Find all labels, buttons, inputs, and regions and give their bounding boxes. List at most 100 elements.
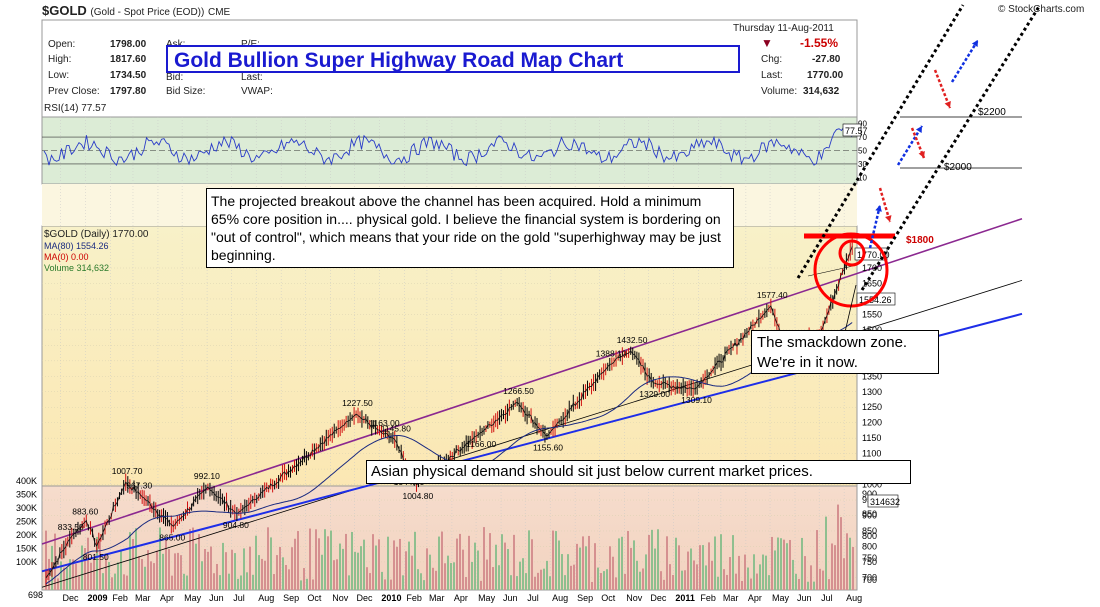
volume-bar bbox=[750, 578, 752, 590]
price-point-label: 1007.70 bbox=[112, 466, 143, 476]
volume-bar bbox=[471, 561, 473, 590]
volume-bar bbox=[468, 535, 470, 590]
volume-bar bbox=[852, 547, 854, 590]
volume-bar bbox=[522, 558, 524, 590]
volume-bar bbox=[441, 531, 443, 590]
volume-bar bbox=[774, 550, 776, 590]
volume-bar bbox=[618, 538, 620, 590]
volume-current-label: 314632 bbox=[870, 497, 900, 507]
low-label: Low: bbox=[48, 70, 70, 81]
volume-bar bbox=[357, 552, 359, 590]
price-point-label: 1388.10 bbox=[596, 348, 627, 358]
volume-tick-label: 250K bbox=[16, 517, 37, 527]
volume-bar bbox=[108, 562, 110, 590]
volume-bar bbox=[687, 551, 689, 590]
volume-bar bbox=[720, 534, 722, 590]
volume-bar bbox=[789, 539, 791, 590]
volume-bar bbox=[96, 536, 98, 590]
volume-tick-label: 350K bbox=[16, 490, 37, 500]
volume-bar bbox=[306, 578, 308, 590]
price-point-label: 1227.50 bbox=[342, 398, 373, 408]
volume-bar bbox=[801, 537, 803, 590]
volume-bar bbox=[627, 531, 629, 590]
volume-bar bbox=[507, 549, 509, 590]
volume-bar bbox=[186, 575, 188, 590]
volume-bar bbox=[258, 555, 260, 590]
ma0-legend: MA(0) 0.00 bbox=[44, 252, 89, 262]
volume-bar bbox=[594, 543, 596, 590]
volume-bar bbox=[681, 570, 683, 590]
open-value: 1798.00 bbox=[110, 39, 147, 50]
price-point-label: 1577.40 bbox=[757, 290, 788, 300]
volume-bar bbox=[597, 567, 599, 590]
volume-bar bbox=[570, 565, 572, 590]
rsi-current-label: 77.57 bbox=[845, 126, 868, 136]
volume-bar bbox=[369, 573, 371, 590]
volume-bar bbox=[453, 562, 455, 590]
volume-bar bbox=[198, 534, 200, 590]
smackdown-pointer-line bbox=[844, 284, 857, 333]
volume-bar bbox=[846, 533, 848, 590]
volume-bar bbox=[279, 547, 281, 590]
x-tick-label: Jun bbox=[797, 593, 812, 603]
volume-bar bbox=[534, 576, 536, 590]
volume-bar bbox=[243, 548, 245, 590]
volume-bar bbox=[633, 540, 635, 590]
volume-bar bbox=[99, 537, 101, 590]
price-point-label: 801.50 bbox=[83, 552, 109, 562]
volume-bar bbox=[576, 543, 578, 590]
volume-bar bbox=[399, 538, 401, 590]
down-triangle-icon: ▼ bbox=[761, 36, 773, 50]
volume-tick-label: 400K bbox=[16, 476, 37, 486]
volume-bar bbox=[267, 527, 269, 590]
volume-bar bbox=[210, 546, 212, 590]
volume-bar bbox=[624, 573, 626, 590]
volume-bar bbox=[588, 535, 590, 590]
volume-bar bbox=[675, 537, 677, 590]
volume-bar bbox=[444, 563, 446, 590]
volume-bar bbox=[636, 560, 638, 590]
last-label-mid: Last: bbox=[241, 72, 263, 83]
volume-bar bbox=[513, 534, 515, 590]
volume-bar bbox=[222, 542, 224, 590]
volume-bar bbox=[543, 568, 545, 590]
volume-bar bbox=[726, 574, 728, 590]
volume-bar bbox=[699, 545, 701, 590]
volume-bar bbox=[729, 557, 731, 590]
volume-bar bbox=[327, 536, 329, 590]
volume-bar bbox=[702, 545, 704, 590]
price-point-label: 1266.50 bbox=[503, 386, 534, 396]
price-point-label: 1155.60 bbox=[533, 442, 563, 452]
volume-bar bbox=[138, 556, 140, 590]
volume-bar bbox=[816, 530, 818, 590]
rsi-line bbox=[43, 123, 855, 167]
symbol: $GOLD bbox=[42, 3, 87, 18]
volume-bar bbox=[843, 558, 845, 590]
high-label: High: bbox=[48, 54, 72, 65]
volume-bar bbox=[126, 575, 128, 590]
price-point-label: 1145.80 bbox=[381, 423, 411, 433]
volume-bar bbox=[642, 568, 644, 590]
volume-right-tick: 700 bbox=[862, 575, 877, 585]
volume-tick-label: 100K bbox=[16, 557, 37, 567]
volume-bar bbox=[216, 563, 218, 590]
volume-bar bbox=[252, 574, 254, 590]
volume-bar bbox=[591, 581, 593, 590]
volume-bar bbox=[474, 542, 476, 590]
high-value: 1817.60 bbox=[110, 54, 147, 65]
rsi-tick-label: 70 bbox=[858, 133, 867, 142]
red-circle-small bbox=[838, 239, 866, 267]
x-tick-label: Oct bbox=[307, 593, 322, 603]
volume-bar bbox=[339, 543, 341, 590]
volume-bar bbox=[123, 574, 125, 590]
chart-title: Gold Bullion Super Highway Road Map Char… bbox=[166, 45, 740, 73]
volume-bar bbox=[60, 561, 62, 590]
volume-bar bbox=[72, 559, 74, 590]
volume-bar bbox=[477, 550, 479, 590]
price-line bbox=[45, 246, 853, 579]
volume-bar bbox=[735, 573, 737, 590]
volume-bar bbox=[438, 536, 440, 590]
volume-current-label-box bbox=[867, 494, 899, 508]
x-tick-label: 2009 bbox=[87, 593, 107, 603]
